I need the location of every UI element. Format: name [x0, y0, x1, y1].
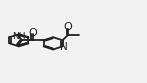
Text: N: N: [60, 42, 68, 52]
Text: NH: NH: [12, 32, 25, 41]
Text: O: O: [64, 22, 72, 32]
Text: O: O: [28, 28, 37, 38]
